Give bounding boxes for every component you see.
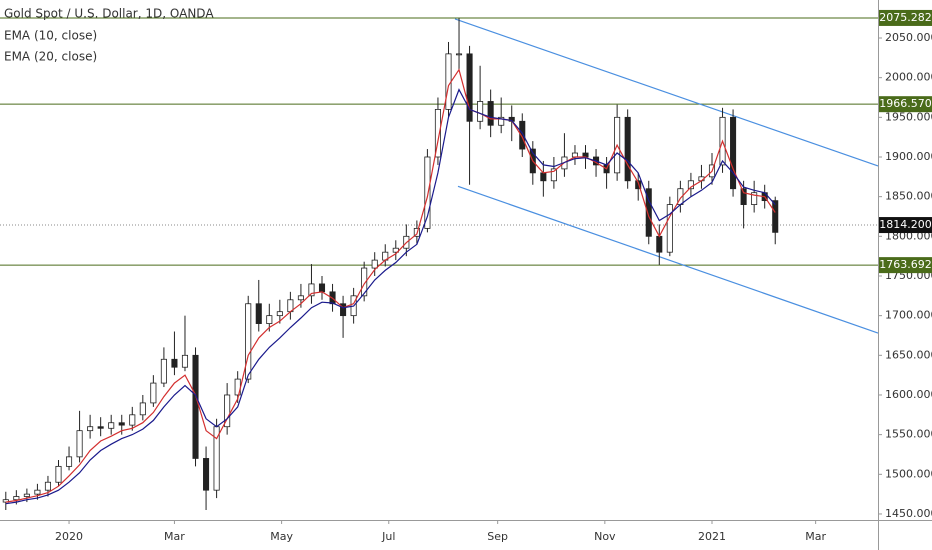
candle-body [160,358,167,384]
y-tick-label: 1500.000 [885,467,932,480]
candle-body [318,283,326,293]
plot-area [0,17,879,511]
candle-body [181,354,189,368]
candle-body [361,267,368,297]
level-label: 1966.570 [879,97,932,110]
candle-body [582,152,589,158]
candle-body [87,426,94,432]
candle-body [477,101,484,122]
candle-body [466,53,473,122]
y-tick-label: 2000.000 [885,71,932,84]
candle-body [266,315,273,324]
x-tick-label: Jul [381,530,395,543]
ema-line [5,68,776,503]
candle-body [224,394,231,428]
candle-body [666,204,673,253]
level-label: 1763.692 [879,258,932,271]
candle-body [571,152,579,158]
candle-body [276,311,283,317]
y-tick-label: 1850.000 [885,190,932,203]
y-tick-label: 2050.000 [885,31,932,44]
candle-body [730,116,737,190]
candle-body [44,481,51,491]
candle-body [740,188,747,205]
y-tick-label: 1700.000 [885,309,932,322]
x-tick-label: Mar [805,530,826,543]
candle-body [550,168,557,182]
candle-body [108,422,115,429]
candle-body [139,402,146,416]
y-tick-label: 1550.000 [885,428,932,441]
candle-body [434,108,441,158]
candle-body [624,116,631,182]
candle-body [340,303,347,317]
candle-body [656,235,663,253]
y-tick-label: 1950.000 [885,110,932,123]
candle-body [635,180,642,190]
candle-body [66,456,73,467]
candle-body [424,156,431,229]
candle-body [540,172,547,182]
x-tick-label: Mar [164,530,185,543]
candle-body [203,458,210,491]
legend-entry: EMA (10, close) [4,29,97,43]
candle-body [487,101,494,126]
level-label: 2075.282 [879,11,932,24]
candle-body [34,489,41,495]
last-price-tag [879,217,932,234]
candle-body [97,426,104,429]
legend-entry: EMA (20, close) [4,50,97,64]
candle-body [23,493,30,497]
candle-body [192,354,199,459]
channel-line [454,18,879,167]
channel-line [457,185,879,334]
candle-body [13,496,20,501]
y-tick-label: 1650.000 [885,348,932,361]
candle-body [445,53,452,110]
x-tick-label: Sep [487,530,508,543]
candle-body [455,53,463,56]
candle-body [129,414,136,426]
candle-body [297,295,304,301]
candle-body [171,358,178,368]
candle-body [255,303,262,324]
y-tick-label: 1450.000 [885,507,932,520]
candle-body [687,180,694,190]
chart-title: Gold Spot / U.S. Dollar, 1D, OANDA [4,7,214,21]
level-tag [879,9,932,26]
x-tick-label: 2021 [698,530,726,543]
y-tick-label: 1600.000 [885,388,932,401]
candle-body [150,382,157,404]
candle-body [76,430,83,458]
level-tag [879,257,932,274]
last-price-label: 1814.200 [879,218,932,231]
candle-body [751,192,758,205]
candle-body [371,259,378,269]
candle-body [245,303,252,380]
x-tick-label: 2020 [55,530,83,543]
candle-body [519,120,526,150]
x-tick-label: Nov [594,530,616,543]
candle-body [308,283,315,297]
candle-body [55,465,62,483]
y-tick-label: 1900.000 [885,150,932,163]
ema-line [5,88,776,505]
candle-body [645,188,652,237]
x-tick-label: May [270,530,293,543]
level-tag [879,96,932,113]
candle-body [772,200,779,233]
candle-body [118,422,125,426]
candle-body [498,116,505,126]
